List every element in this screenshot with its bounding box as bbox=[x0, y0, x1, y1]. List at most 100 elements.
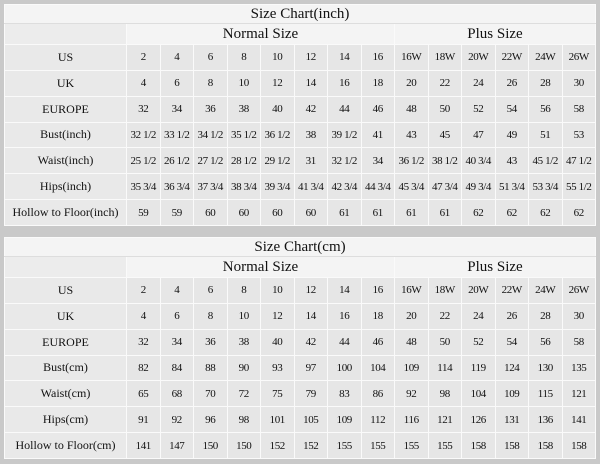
size-cell: 49 3/4 bbox=[461, 173, 496, 201]
row-label: Hollow to Floor(inch) bbox=[4, 199, 127, 226]
size-cell: 39 3/4 bbox=[260, 173, 295, 201]
size-cell: 36 3/4 bbox=[159, 173, 194, 201]
size-cell: 48 bbox=[394, 328, 429, 356]
size-cell: 26W bbox=[561, 44, 596, 71]
table-row: Hollow to Floor(cm) 141 147 150 150 152 152 155… bbox=[4, 432, 596, 459]
size-cell: 52 bbox=[461, 328, 496, 356]
size-chart-cm: Size Chart(cm) Normal Size Plus Size US 2 4… bbox=[4, 237, 596, 459]
size-cell: 18W bbox=[427, 44, 462, 71]
size-cell: 41 3/4 bbox=[293, 173, 328, 201]
row-label: Hollow to Floor(cm) bbox=[4, 432, 127, 459]
size-cell: 16 bbox=[360, 44, 395, 71]
size-cell: 155 bbox=[360, 432, 395, 459]
size-cell: 152 bbox=[293, 432, 328, 459]
size-cell: 6 bbox=[159, 69, 194, 97]
size-cell: 4 bbox=[126, 69, 161, 97]
size-cell: 35 1/2 bbox=[226, 121, 261, 149]
size-cell: 61 bbox=[394, 199, 429, 226]
size-cell: 155 bbox=[327, 432, 362, 459]
row-label: Waist(cm) bbox=[4, 380, 127, 408]
size-cell: 14 bbox=[327, 44, 362, 71]
size-cell: 16 bbox=[327, 302, 362, 330]
size-cell: 38 bbox=[293, 121, 328, 149]
size-cell: 20W bbox=[461, 44, 496, 71]
size-cell: 25 1/2 bbox=[126, 147, 161, 175]
group-plus-size: Plus Size bbox=[394, 23, 596, 45]
size-cell: 126 bbox=[461, 406, 496, 434]
size-cell: 54 bbox=[494, 95, 529, 123]
size-table: Size Chart(inch) Normal Size Plus Size US… bbox=[4, 4, 596, 226]
size-cell: 92 bbox=[394, 380, 429, 408]
row-label: UK bbox=[4, 302, 127, 330]
size-cell: 90 bbox=[226, 354, 261, 382]
size-cell: 65 bbox=[126, 380, 161, 408]
size-cell: 58 bbox=[561, 328, 596, 356]
size-cell: 158 bbox=[528, 432, 563, 459]
size-cell: 98 bbox=[226, 406, 261, 434]
size-cell: 18 bbox=[360, 302, 395, 330]
size-chart-inch: Size Chart(inch) Normal Size Plus Size US… bbox=[4, 4, 596, 226]
size-cell: 60 bbox=[260, 199, 295, 226]
size-cell: 109 bbox=[494, 380, 529, 408]
size-cell: 8 bbox=[193, 302, 228, 330]
size-cell: 28 bbox=[528, 69, 563, 97]
size-cell: 35 3/4 bbox=[126, 173, 161, 201]
size-cell: 96 bbox=[193, 406, 228, 434]
size-cell: 141 bbox=[561, 406, 596, 434]
size-cell: 36 bbox=[193, 328, 228, 356]
size-cell: 155 bbox=[394, 432, 429, 459]
size-cell: 55 1/2 bbox=[561, 173, 596, 201]
size-cell: 155 bbox=[427, 432, 462, 459]
size-cell: 46 bbox=[360, 95, 395, 123]
size-cell: 54 bbox=[494, 328, 529, 356]
size-cell: 47 bbox=[461, 121, 496, 149]
size-cell: 60 bbox=[193, 199, 228, 226]
size-cell: 50 bbox=[427, 95, 462, 123]
size-cell: 59 bbox=[126, 199, 161, 226]
size-cell: 70 bbox=[193, 380, 228, 408]
size-cell: 8 bbox=[226, 277, 261, 304]
size-cell: 16W bbox=[394, 277, 429, 304]
size-cell: 16 bbox=[360, 277, 395, 304]
size-cell: 20 bbox=[394, 69, 429, 97]
size-cell: 12 bbox=[260, 69, 295, 97]
table-row: US 2 4 6 8 10 12 14 16 16W 18W 20W 22W 24W 26W bbox=[4, 277, 596, 304]
size-cell: 97 bbox=[293, 354, 328, 382]
size-cell: 8 bbox=[226, 44, 261, 71]
size-cell: 20 bbox=[394, 302, 429, 330]
size-cell: 72 bbox=[226, 380, 261, 408]
size-cell: 51 bbox=[528, 121, 563, 149]
size-cell: 2 bbox=[126, 277, 161, 304]
size-cell: 131 bbox=[494, 406, 529, 434]
size-cell: 14 bbox=[327, 277, 362, 304]
size-table: Size Chart(cm) Normal Size Plus Size US 2 4… bbox=[4, 237, 596, 459]
size-cell: 34 bbox=[360, 147, 395, 175]
size-cell: 22W bbox=[494, 277, 529, 304]
size-cell: 30 bbox=[561, 69, 596, 97]
row-label: UK bbox=[4, 69, 127, 97]
size-cell: 109 bbox=[327, 406, 362, 434]
size-cell: 22 bbox=[427, 69, 462, 97]
size-cell: 158 bbox=[561, 432, 596, 459]
size-cell: 49 bbox=[494, 121, 529, 149]
size-cell: 130 bbox=[528, 354, 563, 382]
size-cell: 24W bbox=[528, 44, 563, 71]
size-cell: 47 3/4 bbox=[427, 173, 462, 201]
table-row: Waist(inch) 25 1/2 26 1/2 27 1/2 28 1/2 29 1/… bbox=[4, 147, 596, 175]
table-row: EUROPE 32 34 36 38 40 42 44 46 48 50 52 54 56 58 bbox=[4, 95, 596, 123]
size-cell: 10 bbox=[226, 302, 261, 330]
size-cell: 40 3/4 bbox=[461, 147, 496, 175]
size-cell: 116 bbox=[394, 406, 429, 434]
size-cell: 105 bbox=[293, 406, 328, 434]
size-cell: 104 bbox=[461, 380, 496, 408]
size-cell: 10 bbox=[226, 69, 261, 97]
table-row: Bust(inch) 32 1/2 33 1/2 34 1/2 35 1/2 36 1/2… bbox=[4, 121, 596, 149]
row-label: EUROPE bbox=[4, 95, 127, 123]
size-cell: 46 bbox=[360, 328, 395, 356]
row-label: US bbox=[4, 44, 127, 71]
size-cell: 38 3/4 bbox=[226, 173, 261, 201]
size-cell: 45 3/4 bbox=[394, 173, 429, 201]
size-cell: 32 bbox=[126, 328, 161, 356]
size-cell: 83 bbox=[327, 380, 362, 408]
size-cell: 43 bbox=[394, 121, 429, 149]
